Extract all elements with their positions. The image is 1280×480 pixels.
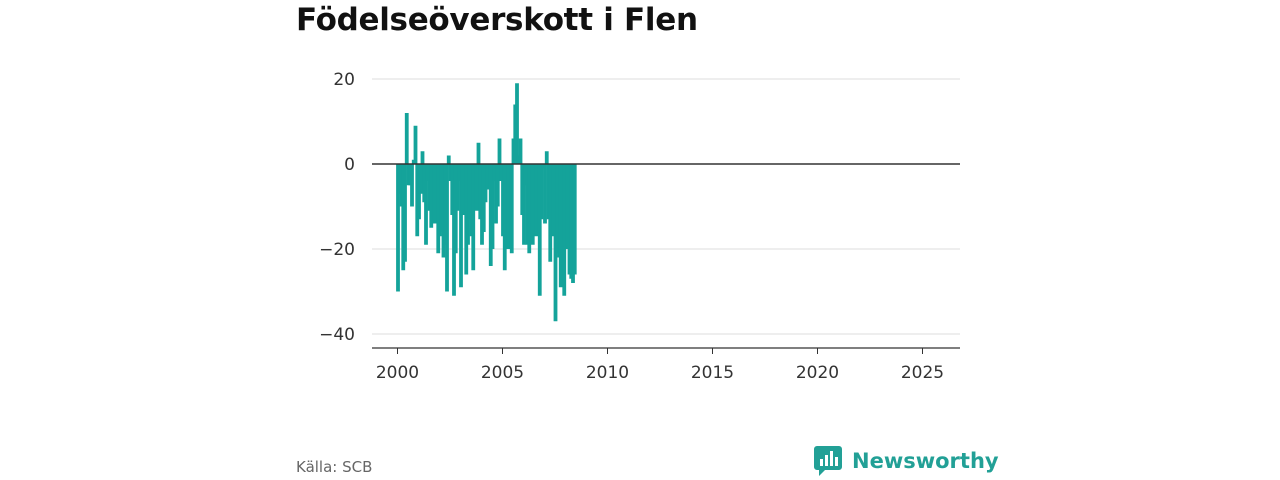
x-tick-label: 2010: [586, 363, 629, 383]
bar: [558, 164, 563, 288]
bar: [518, 138, 523, 164]
axes: 20 0 −20 −40 2000 2005 2010 2015 2020 2025: [319, 70, 960, 383]
bar: [522, 164, 526, 245]
bar: [490, 164, 495, 249]
bar: [424, 164, 428, 245]
bars: [396, 83, 577, 322]
brand-logo[interactable]: Newsworthy: [814, 446, 999, 476]
bar: [485, 164, 490, 190]
bar: [413, 125, 418, 164]
bar: [403, 164, 407, 262]
bar: [474, 164, 479, 211]
bar: [476, 142, 481, 164]
y-tick-label: −20: [319, 240, 355, 260]
bar: [418, 164, 423, 194]
bar: [410, 164, 414, 207]
x-tick-label: 2005: [481, 363, 524, 383]
bar: [471, 164, 476, 271]
x-tick-label: 2015: [691, 363, 734, 383]
bar: [459, 164, 463, 288]
y-tick-label: 0: [344, 155, 355, 175]
x-tick-label: 2000: [376, 363, 419, 383]
bar: [515, 83, 519, 164]
bar: [562, 164, 567, 296]
bar: [497, 138, 502, 164]
chart-title: Födelseöverskott i Flen: [296, 2, 698, 38]
bar: [572, 164, 577, 275]
y-tick-label: −40: [319, 325, 355, 345]
bar: [537, 164, 542, 296]
source-label: Källa: SCB: [296, 458, 373, 476]
gridlines: [372, 78, 960, 335]
bar: [446, 155, 451, 164]
bar: [543, 164, 547, 224]
y-tick-label: 20: [333, 70, 355, 90]
bar: [502, 164, 507, 271]
bar: [404, 113, 409, 164]
bar: [396, 164, 400, 292]
bar-chart-speech-icon: [814, 446, 842, 476]
brand-name: Newsworthy: [852, 449, 999, 473]
x-tick-label: 2020: [796, 363, 839, 383]
x-tick-label: 2025: [901, 363, 944, 383]
bar: [530, 164, 535, 245]
bar: [495, 164, 500, 207]
bar: [509, 164, 514, 254]
bar: [420, 151, 425, 164]
bar: [527, 164, 532, 254]
bar-chart: 20 0 −20 −40 2000 2005 2010 2015 2020 2025: [319, 70, 960, 383]
bar: [539, 164, 544, 220]
bar: [445, 164, 449, 292]
bar: [455, 164, 460, 211]
bar: [544, 151, 549, 164]
